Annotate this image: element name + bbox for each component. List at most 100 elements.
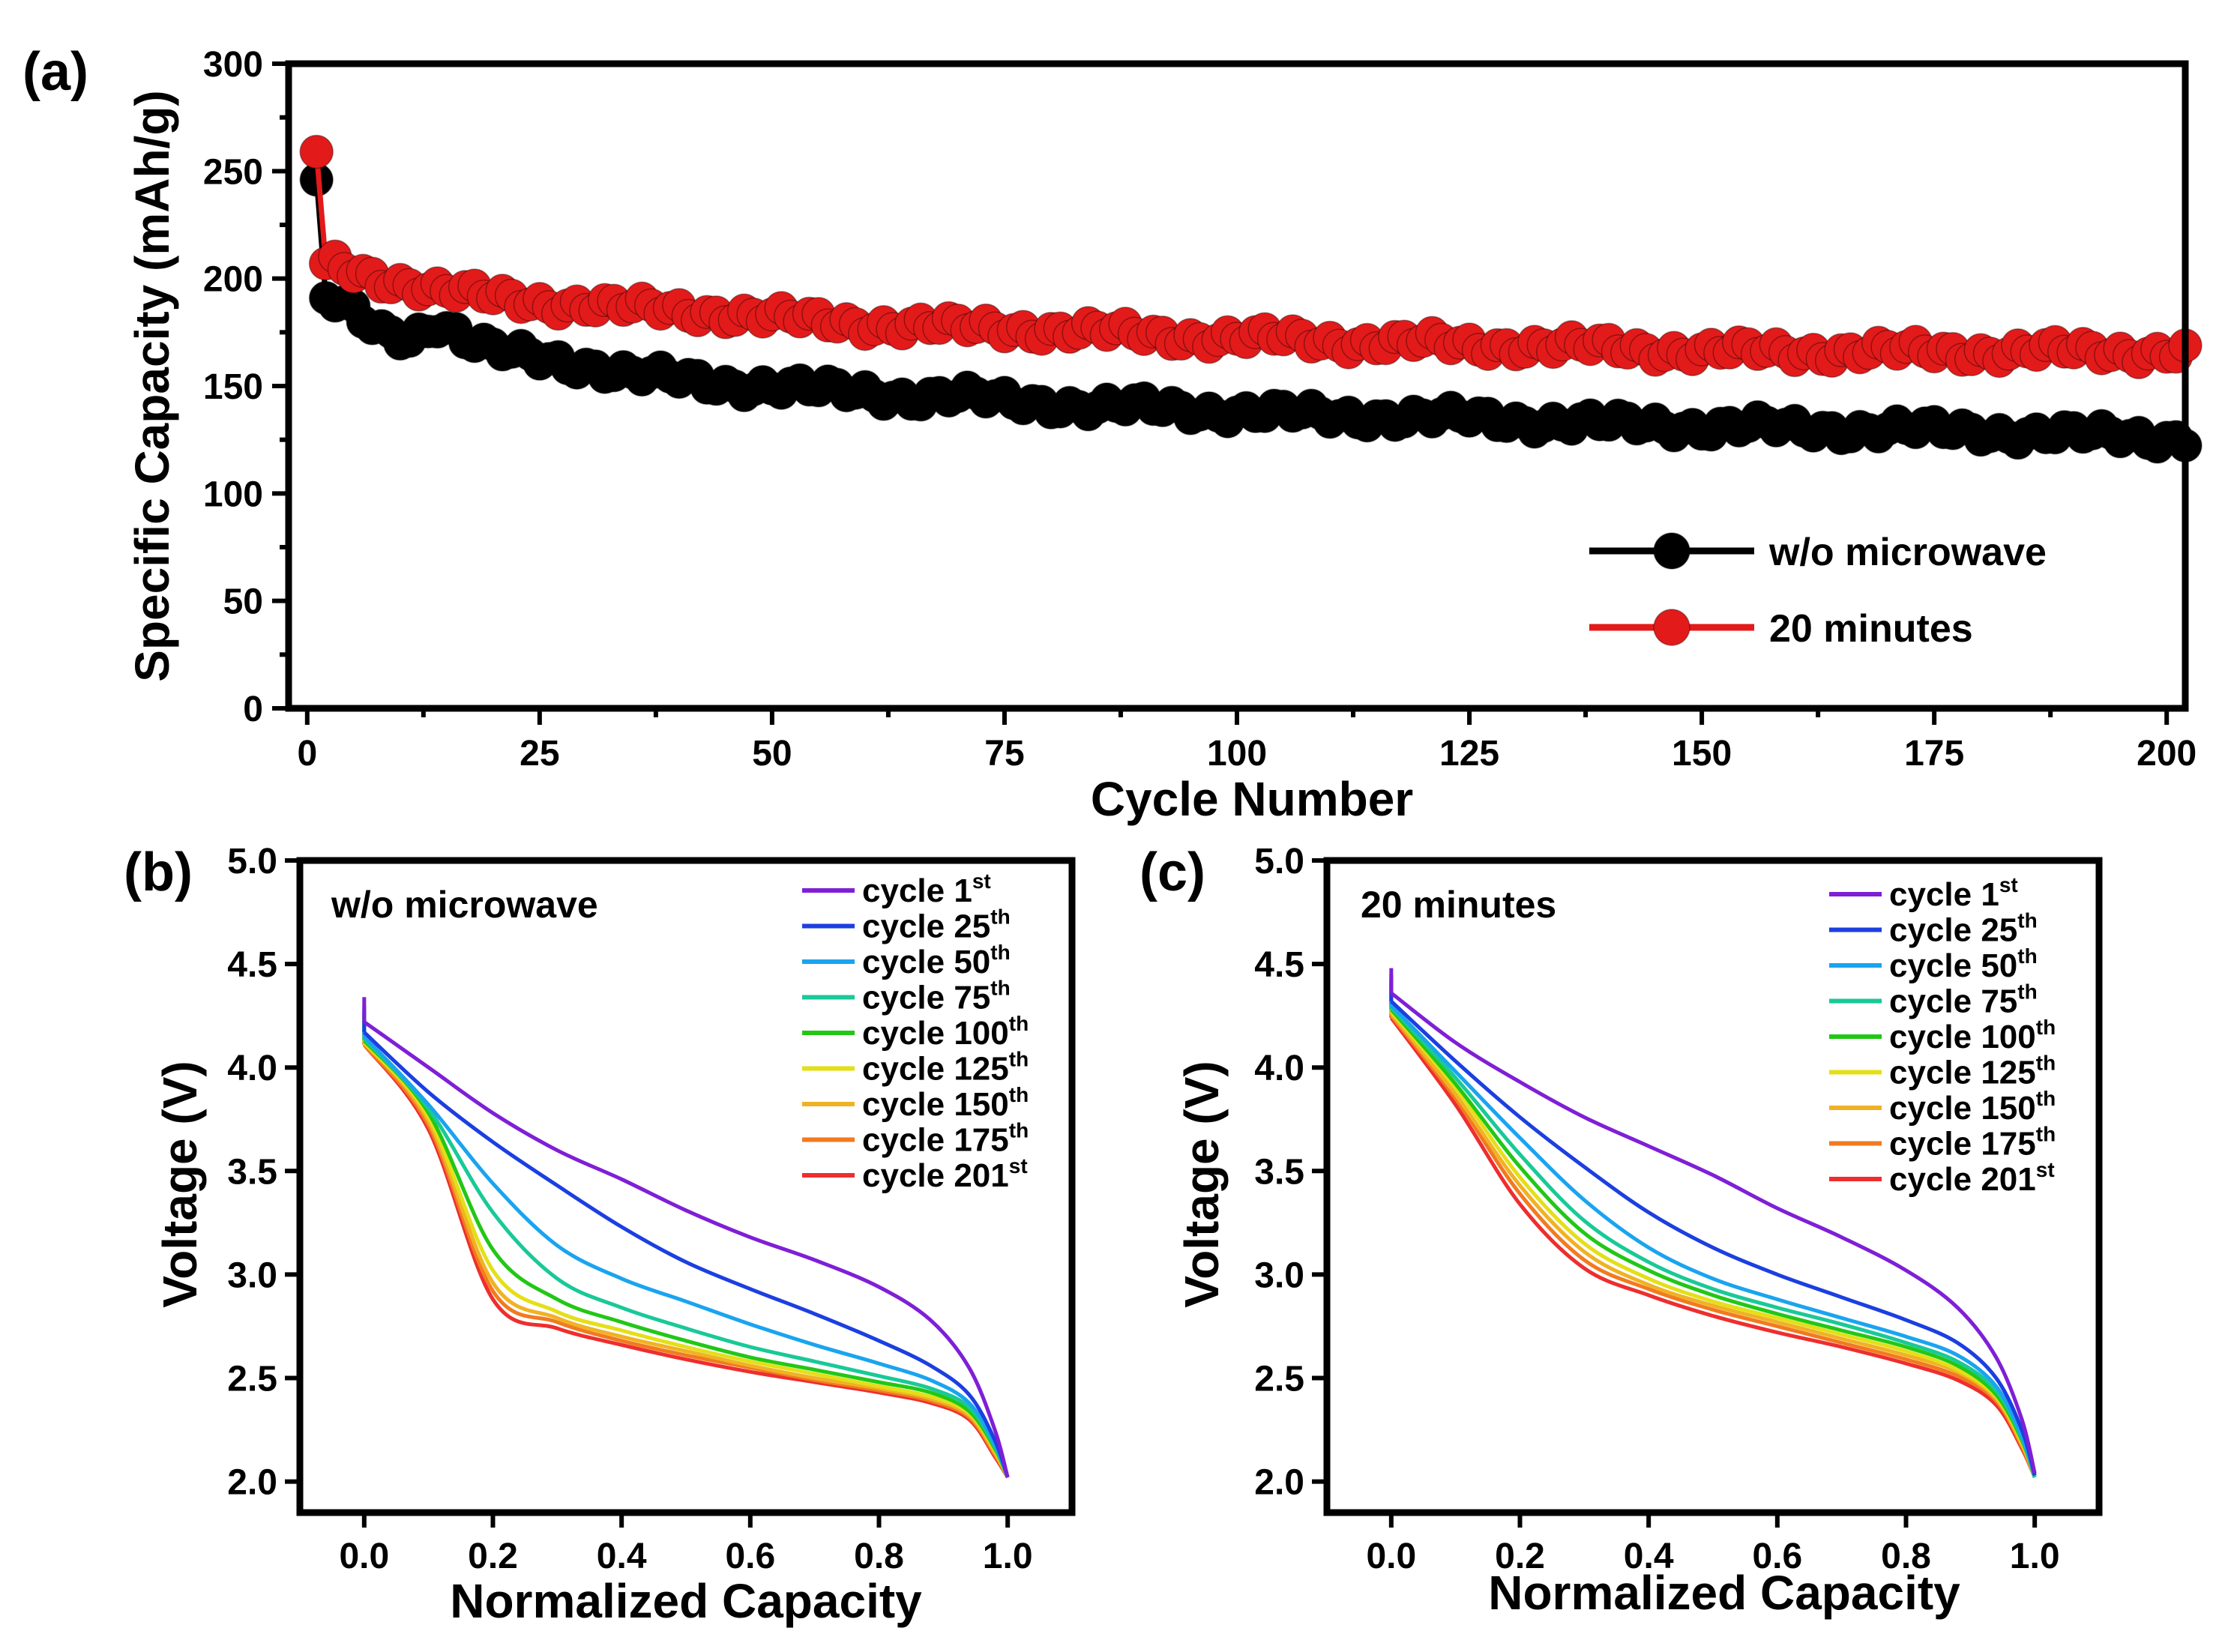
y-tick-label: 250: [203, 152, 263, 192]
legend-label: cycle 75th: [1889, 980, 2038, 1020]
y-tick-label: 3.0: [1254, 1255, 1304, 1295]
x-tick-label: 0.4: [1624, 1537, 1674, 1576]
x-tick-label: 75: [984, 734, 1024, 774]
y-axis-title: Voltage (V): [1175, 1061, 1229, 1308]
x-tick-label: 0.8: [1881, 1537, 1931, 1576]
legend-marker: [1653, 609, 1690, 646]
legend-ordinal-suffix: th: [2036, 1123, 2056, 1146]
x-tick-label: 100: [1207, 734, 1267, 774]
x-tick-label: 0.2: [1495, 1537, 1545, 1576]
x-tick-label: 0: [297, 734, 317, 774]
legend-ordinal-suffix: th: [2036, 1087, 2056, 1110]
x-tick-label: 175: [1904, 734, 1964, 774]
discharge-curve: [1389, 1006, 2037, 1478]
y-tick-label: 0: [243, 690, 263, 729]
series-20-minutes: [299, 134, 2203, 380]
panel-a: (a) 0 25 50 75 100 125 150 175 200 0 50 100 150 200 250…: [22, 42, 2203, 826]
y-axis-title: Voltage (V): [153, 1061, 207, 1308]
legend-label: cycle 175th: [862, 1119, 1029, 1159]
discharge-curve: [363, 1031, 1010, 1478]
discharge-curve: [1389, 1008, 2037, 1478]
legend-cycle-name: cycle 50: [862, 944, 990, 980]
y-tick-label: 2.0: [1254, 1463, 1304, 1503]
legend-cycle-name: cycle 1: [1889, 876, 1999, 913]
y-tick-label: 3.5: [1254, 1152, 1304, 1192]
discharge-curve: [1390, 999, 2037, 1476]
legend-label: cycle 150th: [862, 1083, 1029, 1123]
y-tick-label: 3.0: [227, 1255, 277, 1295]
legend-ordinal-suffix: th: [990, 905, 1010, 929]
legend-label: cycle 175th: [1889, 1123, 2056, 1163]
x-tick-label: 0.6: [1752, 1537, 1802, 1576]
x-tick-label: 0.0: [339, 1537, 389, 1576]
legend-cycle-name: cycle 125: [862, 1051, 1009, 1088]
y-axis-title: Specific Capacity (mAh/g): [125, 90, 179, 682]
plot-frame: [296, 857, 1076, 1516]
legend-label: cycle 150th: [1889, 1087, 2056, 1127]
panel-label: (b): [124, 842, 193, 902]
legend-cycle-name: cycle 100: [862, 1015, 1009, 1052]
discharge-curve: [362, 1043, 1010, 1479]
x-tick-label: 0.6: [725, 1537, 775, 1576]
legend-label: w/o microwave: [1768, 531, 2047, 574]
y-tick-label: 200: [203, 260, 263, 300]
legend-ordinal-suffix: st: [1009, 1154, 1028, 1178]
legend-label: cycle 100th: [1889, 1016, 2056, 1055]
data-point: [299, 134, 334, 169]
legend-ordinal-suffix: th: [990, 977, 1010, 1000]
legend-cycle-name: cycle 125: [1889, 1055, 2036, 1091]
y-tick-label: 2.5: [227, 1359, 277, 1399]
legend-label: cycle 25th: [862, 905, 1011, 945]
x-tick-label: 50: [752, 734, 792, 774]
y-tick-label: 4.5: [227, 945, 277, 985]
curves: [1389, 968, 2037, 1479]
legend-ordinal-suffix: st: [1999, 873, 2018, 896]
legend-ordinal-suffix: th: [1009, 1048, 1029, 1071]
legend-label: cycle 50th: [862, 941, 1011, 980]
x-tick-label: 25: [520, 734, 559, 774]
legend-cycle-name: cycle 150: [1889, 1090, 2036, 1127]
discharge-curve: [1390, 991, 2037, 1474]
legend-label: cycle 50th: [1889, 944, 2038, 984]
legend-marker: [1653, 532, 1690, 570]
legend-ordinal-suffix: th: [2017, 909, 2037, 932]
legend-ordinal-suffix: th: [2036, 1052, 2056, 1075]
discharge-curve: [362, 1035, 1010, 1478]
legend: w/o microwave 20 minutes: [1589, 531, 2047, 651]
legend-label: 20 minutes: [1769, 607, 1973, 651]
legend-ordinal-suffix: th: [1009, 1083, 1029, 1106]
panel-label: (c): [1139, 842, 1205, 902]
curves: [362, 997, 1010, 1479]
legend-label: cycle 125th: [1889, 1052, 2056, 1091]
x-axis-title: Normalized Capacity: [450, 1574, 922, 1628]
x-tick-label: 0.0: [1366, 1537, 1416, 1576]
x-axis-title: Normalized Capacity: [1488, 1566, 1960, 1620]
discharge-curve: [1390, 1004, 2037, 1477]
legend-label: cycle 100th: [862, 1012, 1029, 1052]
legend-label: cycle 201st: [862, 1154, 1028, 1194]
legend-cycle-name: cycle 50: [1889, 947, 2017, 984]
legend-label: cycle 25th: [1889, 909, 2038, 949]
panel-c: (c) 0.0 0.2 0.4 0.6 0.8 1.0 2.0 2.5 3.0 3.5 4.0 4.5 5…: [1139, 842, 2103, 1620]
x-tick-label: 0.2: [468, 1537, 518, 1576]
legend-label: cycle 201st: [1889, 1158, 2055, 1198]
legend-ordinal-suffix: th: [1009, 1119, 1029, 1142]
legend-cycle-name: cycle 1: [862, 872, 972, 909]
legend-label: cycle 125th: [862, 1048, 1029, 1088]
x-axis-title: Cycle Number: [1091, 772, 1413, 826]
legend-cycle-name: cycle 201: [862, 1157, 1009, 1194]
legend-cycle-name: cycle 175: [862, 1122, 1009, 1159]
x-tick-label: 0.4: [597, 1537, 647, 1576]
legend-cycle-name: cycle 201: [1889, 1161, 2036, 1198]
discharge-curve: [362, 1039, 1010, 1479]
legend-ordinal-suffix: th: [2036, 1016, 2056, 1039]
y-tick-label: 50: [223, 582, 263, 622]
series-wo-microwave: [299, 163, 2203, 464]
y-tick-label: 4.0: [227, 1049, 277, 1088]
legend-ordinal-suffix: th: [990, 941, 1010, 964]
y-tick-label: 3.5: [227, 1152, 277, 1192]
legend-label: cycle 75th: [862, 977, 1011, 1016]
